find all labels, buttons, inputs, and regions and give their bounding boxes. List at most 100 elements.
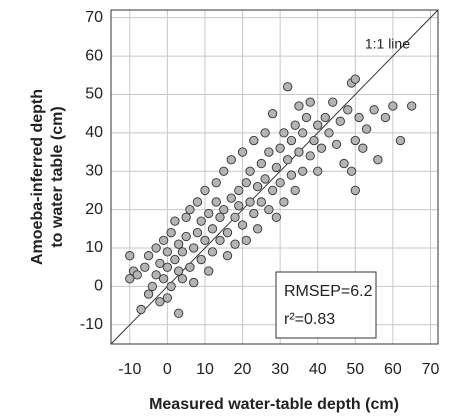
point [350, 185, 360, 196]
point [215, 235, 225, 245]
x-tick-label: 30 [271, 361, 289, 378]
x-axis-label: Measured water-table depth (cm) [149, 396, 399, 413]
y-axis-label: Amoeba-inferred depth [29, 89, 46, 265]
point [241, 235, 251, 245]
point [249, 208, 259, 219]
point [189, 243, 199, 253]
point [155, 258, 165, 269]
point [245, 197, 255, 207]
point [335, 116, 345, 126]
point [151, 270, 161, 280]
point [324, 128, 334, 138]
point [125, 251, 135, 261]
point [361, 124, 372, 134]
point [166, 228, 176, 238]
point [155, 297, 165, 307]
point [196, 216, 206, 226]
point [271, 162, 282, 173]
point [264, 204, 274, 215]
point [219, 204, 229, 215]
point [260, 128, 270, 138]
point [256, 197, 266, 207]
y-tick-label: 20 [85, 201, 103, 218]
y-tick-label: 0 [94, 278, 103, 295]
point [369, 105, 379, 115]
point [136, 304, 146, 315]
point [267, 185, 278, 196]
point [283, 155, 293, 165]
point [177, 247, 188, 257]
x-tick-label: 10 [196, 361, 214, 378]
point [290, 185, 300, 196]
point [279, 128, 289, 138]
point [222, 228, 233, 238]
point [196, 254, 206, 265]
point [249, 135, 259, 146]
point [226, 155, 236, 165]
point [174, 308, 184, 318]
y-tick-label: 70 [85, 9, 103, 26]
point [275, 143, 285, 153]
point [279, 197, 289, 207]
point [162, 262, 173, 272]
point [143, 289, 154, 299]
point [204, 208, 214, 219]
point [211, 197, 221, 207]
point [380, 112, 391, 123]
r2-label: r²=0.83 [284, 311, 335, 328]
point [271, 212, 282, 222]
point [132, 270, 142, 280]
point [298, 128, 308, 138]
point [147, 281, 157, 292]
point [309, 135, 319, 146]
stats-box [275, 271, 377, 339]
point [170, 254, 180, 265]
y-tick-label: 60 [85, 47, 103, 64]
point [189, 277, 199, 288]
point [200, 235, 210, 245]
point [290, 120, 300, 130]
line-annotation: 1:1 line [365, 36, 410, 52]
point [125, 274, 135, 284]
point [294, 101, 304, 111]
point [313, 120, 323, 130]
point [158, 274, 169, 284]
point [331, 139, 342, 150]
point [237, 220, 248, 230]
point [339, 158, 349, 169]
point [226, 193, 236, 203]
y-tick-label: -10 [80, 316, 103, 333]
point [260, 174, 270, 184]
point [158, 235, 169, 245]
x-tick-label: 20 [234, 361, 252, 378]
point [264, 147, 274, 157]
point [305, 151, 315, 161]
point [241, 178, 251, 188]
point [204, 266, 214, 276]
point [140, 262, 150, 272]
point [230, 239, 240, 249]
point [143, 251, 154, 261]
point [219, 166, 229, 176]
point [192, 228, 203, 238]
point [174, 239, 184, 249]
point [211, 178, 221, 188]
x-tick-label: 0 [163, 361, 172, 378]
rmsep-label: RMSEP=6.2 [284, 283, 373, 300]
point [215, 212, 225, 222]
point [256, 158, 266, 169]
point [237, 147, 248, 157]
point [395, 135, 406, 146]
point [185, 204, 195, 215]
point [234, 185, 244, 196]
point [267, 109, 278, 119]
y-tick-label: 50 [85, 86, 103, 103]
point [346, 166, 357, 176]
y-tick-label: 30 [85, 162, 103, 179]
point [151, 243, 161, 253]
point [320, 112, 330, 123]
point [181, 212, 191, 222]
point [207, 224, 218, 234]
x-tick-label: 70 [422, 361, 440, 378]
